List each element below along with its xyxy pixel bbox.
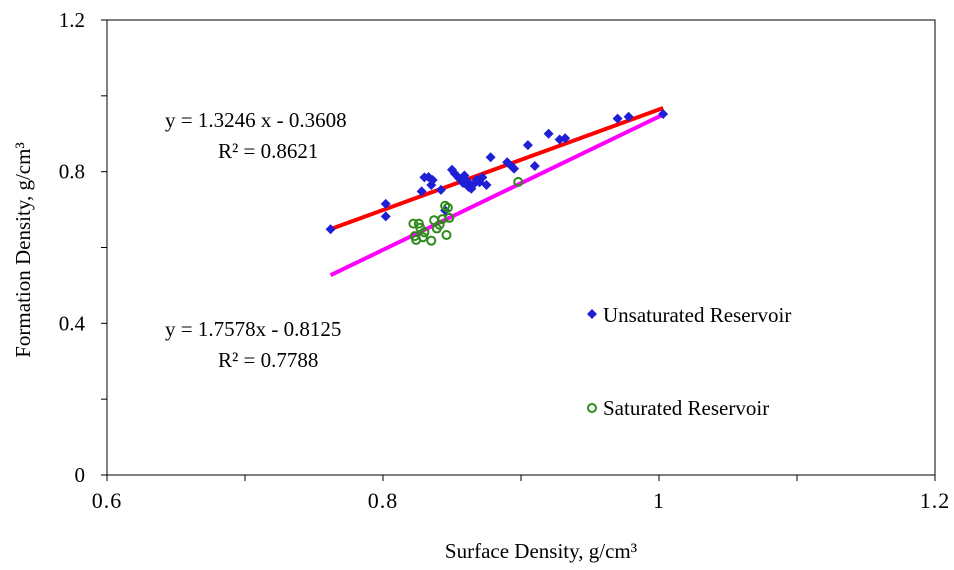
point-unsaturated [543,128,554,139]
trendline-1 [329,106,664,231]
point-saturated [426,235,437,246]
point-unsaturated [658,109,669,120]
point-saturated [408,218,419,229]
trendline-2 [329,112,665,278]
y-tick-label: 1.2 [59,8,85,32]
trendline-2-r2: R² = 0.7788 [218,348,318,372]
point-unsaturated [380,211,391,222]
point-unsaturated [522,140,533,151]
x-tick-labels: 0.6 0.8 1 1.2 [92,488,951,513]
point-unsaturated [529,160,540,171]
point-saturated [444,212,455,223]
trendlines [329,106,665,278]
x-tick-label: 0.8 [368,488,399,513]
x-tick-label: 1 [653,488,665,513]
point-unsaturated [427,175,438,186]
legend-label-unsaturated: Unsaturated Reservoir [603,303,791,327]
plot-area [106,19,936,476]
y-tick-labels: 0 0.4 0.8 1.2 [59,8,86,487]
point-unsaturated [485,152,496,163]
point-unsaturated [623,111,634,122]
point-unsaturated [477,172,488,183]
point-saturated [513,176,524,187]
point-unsaturated [506,160,517,171]
trendline-2-equation: y = 1.7578x - 0.8125 [165,317,341,341]
tick-marks [101,19,936,481]
point-saturated [419,227,430,238]
y-tick-label: 0.4 [59,311,86,335]
trendline-1-r2: R² = 0.8621 [218,139,318,163]
point-unsaturated [481,179,492,190]
x-tick-label: 0.6 [92,488,123,513]
y-tick-label: 0 [75,463,86,487]
point-saturated [441,229,452,240]
legend-label-saturated: Saturated Reservoir [603,396,769,420]
point-unsaturated [416,186,427,197]
legend-marker-saturated [587,403,597,413]
legend: Unsaturated Reservoir Saturated Reservoi… [587,303,791,420]
x-axis-title: Surface Density, g/cm³ [445,539,637,563]
point-unsaturated [509,163,520,174]
point-saturated [442,202,453,213]
y-axis-title: Formation Density, g/cm³ [11,142,35,358]
data-points [325,109,669,246]
legend-marker-unsaturated [587,309,597,319]
point-unsaturated [435,184,446,195]
point-saturated [418,232,429,243]
point-unsaturated [325,224,336,235]
trendline-1-equation: y = 1.3246 x - 0.3608 [165,108,347,132]
point-unsaturated [380,198,391,209]
point-unsaturated [612,113,623,124]
x-tick-label: 1.2 [920,488,951,513]
point-unsaturated [560,133,571,144]
y-tick-label: 0.8 [59,160,85,184]
